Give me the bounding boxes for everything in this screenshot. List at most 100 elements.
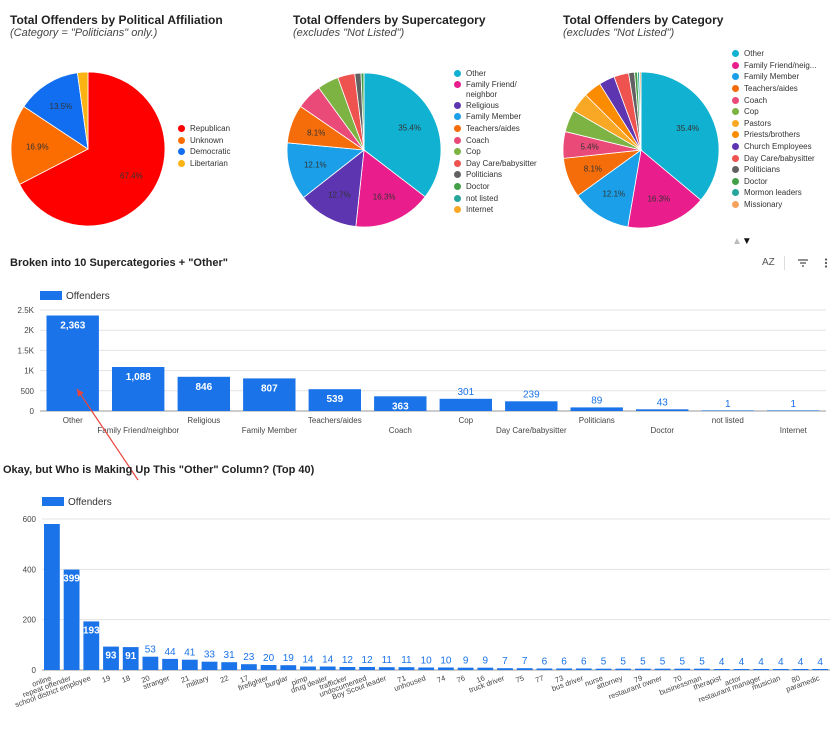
legend-item-family-member[interactable]: Family Member (732, 71, 816, 83)
bar-truck-driver[interactable] (497, 668, 513, 670)
bar-trafficker[interactable] (339, 667, 356, 670)
bar-religious[interactable] (177, 376, 230, 411)
bar-pimp[interactable] (300, 666, 316, 671)
legend-item-missionary[interactable]: Missionary (732, 199, 816, 211)
pie-slice-family-friend-neig[interactable] (627, 149, 702, 229)
legend-item-family-friend-neig[interactable]: Family Friend/neig... (732, 60, 816, 72)
legend-item-church-employees[interactable]: Church Employees (732, 141, 816, 153)
bar-20[interactable] (142, 656, 159, 670)
legend-pager[interactable]: ▲▼ (732, 236, 752, 247)
bar-paramedic[interactable] (812, 669, 829, 670)
bar-unhoused[interactable] (418, 667, 435, 671)
bar-79[interactable] (635, 668, 651, 670)
more-vert-icon[interactable] (823, 257, 829, 269)
legend-item-not-listed[interactable]: not listed (454, 192, 537, 204)
bar-repeat-offender[interactable] (63, 569, 80, 670)
bar-22[interactable] (221, 662, 238, 670)
legend-item-day-care-babysitter[interactable]: Day Care/babysitter (732, 152, 816, 164)
bar-bus-driver[interactable] (575, 668, 592, 671)
bar-76[interactable] (457, 667, 474, 670)
bar-80[interactable] (792, 669, 809, 670)
legend-item-pastors[interactable]: Pastors (732, 118, 816, 130)
bar-teachers-aides[interactable] (308, 389, 361, 411)
bar-18[interactable] (122, 647, 139, 670)
bar-coach[interactable] (374, 396, 427, 411)
bar-75[interactable] (516, 668, 533, 670)
bar-74[interactable] (438, 667, 454, 671)
bar-school-district-employee[interactable] (83, 621, 100, 670)
bar-16[interactable] (477, 667, 494, 670)
legend-item-family-member[interactable]: Family Member (454, 111, 537, 123)
pie1-legend[interactable]: Republican Unknown Democratic Libertarian (178, 123, 230, 169)
pie3-legend[interactable]: Other Family Friend/neig... Family Member T… (732, 48, 816, 210)
bar-71[interactable] (398, 667, 415, 670)
bar-family-friend-neighbor[interactable] (112, 367, 165, 411)
legend-item-politicians[interactable]: Politicians (732, 164, 816, 176)
legend-item-unknown[interactable]: Unknown (178, 135, 230, 147)
bar-17[interactable] (241, 664, 257, 670)
bar-therapist[interactable] (713, 669, 730, 670)
pie2-legend[interactable]: Other Family Friend/ neighbor Religious Fam… (454, 68, 537, 216)
bar-internet[interactable] (767, 410, 820, 411)
bar-other[interactable] (46, 315, 99, 412)
pie-slice-democratic[interactable] (23, 72, 89, 150)
legend-item-coach[interactable]: Coach (732, 94, 816, 106)
bar-boy-scout-leader[interactable] (378, 667, 395, 670)
legend-item-libertarian[interactable]: Libertarian (178, 158, 230, 170)
bar-nurse[interactable] (595, 668, 612, 670)
legend-item-religious[interactable]: Religious (454, 100, 537, 112)
bar-day-care-babysitter[interactable] (505, 401, 558, 411)
down-arrow-icon[interactable]: ▼ (741, 236, 752, 247)
legend-item-politicians[interactable]: Politicians (454, 169, 537, 181)
up-arrow-icon[interactable]: ▲ (732, 236, 742, 247)
bar-73[interactable] (556, 668, 572, 671)
legend-item-doctor[interactable]: Doctor (732, 176, 816, 188)
legend-item-coach[interactable]: Coach (454, 134, 537, 146)
bar-musician[interactable] (772, 669, 789, 670)
legend-item-teachers-aides[interactable]: Teachers/aides (732, 83, 816, 95)
bar-77[interactable] (536, 668, 553, 671)
pie-slice-religious[interactable] (302, 149, 365, 228)
legend-item-cop[interactable]: Cop (454, 146, 537, 158)
pie-slice-other[interactable] (363, 72, 442, 198)
bar-19[interactable] (103, 646, 119, 670)
bar-doctor[interactable] (636, 409, 689, 411)
bar-restaurant-owner[interactable] (654, 668, 671, 670)
bar-attorney[interactable] (615, 668, 632, 670)
legend-item-cop[interactable]: Cop (732, 106, 816, 118)
filter-icon[interactable] (797, 258, 809, 268)
legend-item-democratic[interactable]: Democratic (178, 146, 230, 158)
bar-online[interactable] (44, 524, 60, 670)
pie-slice-other[interactable] (640, 71, 720, 201)
bar-21[interactable] (181, 659, 198, 670)
bar-70[interactable] (674, 668, 691, 670)
legend-item-doctor[interactable]: Doctor (454, 181, 537, 193)
bar-businessman[interactable] (694, 668, 710, 670)
legend-item-mormon-leaders[interactable]: Mormon leaders (732, 187, 816, 199)
bar-actor[interactable] (733, 669, 750, 670)
legend-item-other[interactable]: Other (454, 68, 537, 80)
pie-slice-unknown[interactable] (10, 105, 89, 185)
bar-firefighter[interactable] (260, 665, 277, 670)
bar-cop[interactable] (439, 398, 492, 411)
pie-slice-republican[interactable] (19, 71, 166, 227)
legend-item-family-friend-neighbor[interactable]: Family Friend/ neighbor (454, 80, 537, 100)
bar-not-listed[interactable] (701, 410, 754, 411)
bar-drug-dealer[interactable] (319, 666, 336, 671)
legend-item-republican[interactable]: Republican (178, 123, 230, 135)
pie-slice-family-member[interactable] (286, 142, 366, 199)
legend-item-internet[interactable]: Internet (454, 204, 537, 216)
pie-slice-family-member[interactable] (577, 149, 642, 228)
legend-item-teachers-aides[interactable]: Teachers/aides (454, 123, 537, 135)
pie-slice-missionary[interactable] (639, 71, 642, 151)
pie-slice-libertarian[interactable] (76, 71, 89, 150)
pie-slice-family-friend-neighbor[interactable] (355, 149, 426, 228)
legend-item-priests-brothers[interactable]: Priests/brothers (732, 129, 816, 141)
bar-family-member[interactable] (243, 378, 296, 411)
sort-icon[interactable]: AZ (762, 257, 775, 268)
bar-politicians[interactable] (570, 407, 623, 411)
bar-burglar[interactable] (280, 665, 297, 670)
legend-item-other[interactable]: Other (732, 48, 816, 60)
bar-stranger[interactable] (162, 658, 178, 670)
bar-military[interactable] (201, 661, 218, 670)
